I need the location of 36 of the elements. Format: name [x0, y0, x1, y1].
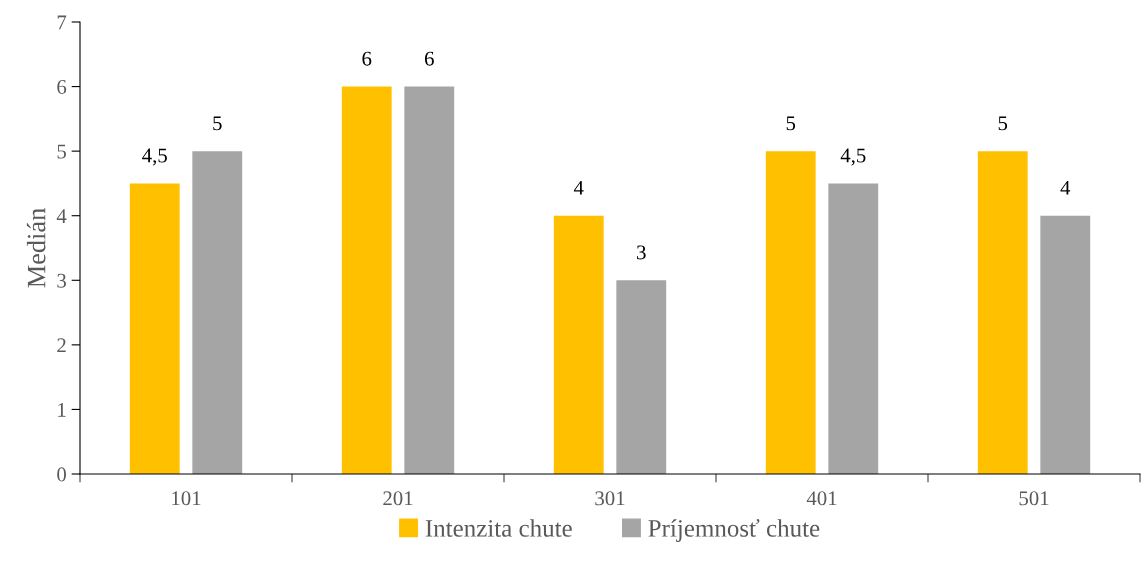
bar: [404, 86, 455, 474]
data-label: 4,5: [142, 148, 167, 166]
x-tick-label: 501: [1019, 491, 1049, 506]
legend-label: Intenzita chute: [425, 519, 572, 537]
x-tick-label: 301: [595, 491, 625, 506]
bar: [977, 151, 1028, 474]
y-tick-label: 7: [57, 15, 67, 30]
data-label: 4,5: [840, 148, 866, 166]
data-label: 5: [786, 116, 796, 131]
bar: [828, 183, 879, 474]
y-tick-label: 2: [57, 338, 66, 353]
legend-label: Príjemnosť chute: [648, 518, 820, 542]
data-label: 6: [362, 51, 372, 66]
bar: [1040, 215, 1091, 474]
y-tick-label: 6: [57, 80, 67, 94]
bar: [616, 280, 667, 474]
data-label: 6: [424, 51, 434, 66]
data-label: 5: [998, 116, 1008, 131]
data-label: 4: [1060, 180, 1071, 195]
y-axis-title: Medián: [26, 208, 46, 288]
data-label: 5: [213, 116, 222, 131]
x-tick-label: 401: [806, 491, 837, 506]
y-tick-label: 1: [58, 402, 66, 417]
bar: [553, 215, 604, 474]
data-label: 3: [637, 245, 646, 260]
data-label: 4: [573, 180, 584, 195]
bar: [765, 151, 816, 474]
bar: [341, 86, 392, 474]
y-tick-label: 5: [57, 144, 66, 159]
x-tick-label: 201: [383, 491, 413, 506]
x-tick-label: 101: [172, 491, 201, 506]
y-tick-label: 0: [57, 467, 67, 482]
y-tick-label: 3: [57, 273, 66, 288]
bar: [192, 151, 243, 474]
bar: [129, 183, 180, 474]
y-tick-label: 4: [56, 209, 67, 223]
